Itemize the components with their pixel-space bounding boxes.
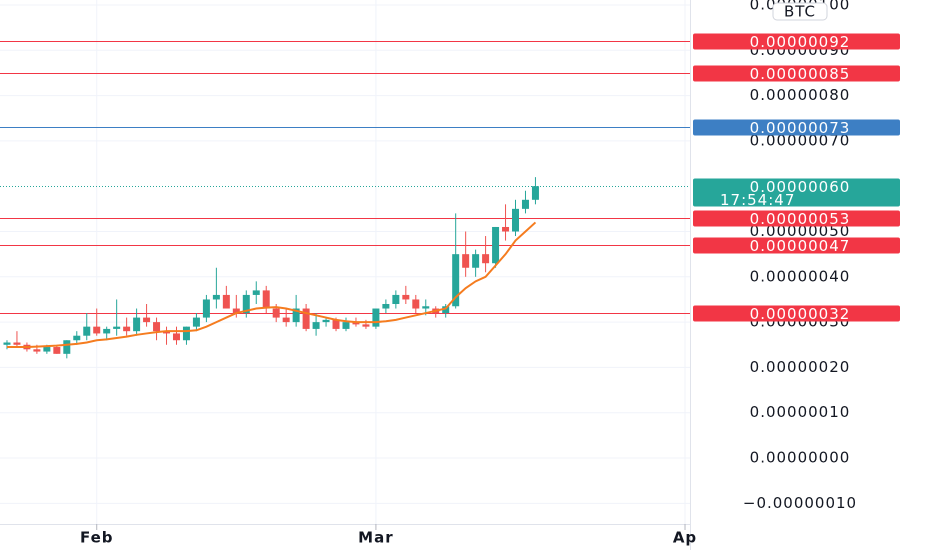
price-label-box	[693, 237, 900, 254]
y-tick-label: 0.00000040	[750, 267, 851, 285]
price-label-box	[693, 210, 900, 227]
candle-body	[192, 317, 200, 327]
candle-body	[113, 326, 121, 329]
candle-body	[352, 322, 360, 325]
candle-body	[472, 254, 480, 268]
candle-body	[382, 303, 390, 309]
y-tick-label: −0.00000010	[743, 494, 857, 512]
x-tick-label: Mar	[358, 529, 393, 547]
y-tick-label: 0.00000010	[750, 403, 851, 421]
candle-body	[53, 347, 61, 354]
price-label: 0.00000092	[750, 33, 851, 51]
candle-body	[412, 299, 420, 309]
candle-body	[202, 299, 210, 318]
x-tick-label: Ap	[673, 529, 697, 547]
price-label: 0.00000073	[750, 119, 851, 137]
price-label-box	[693, 33, 900, 50]
candle-body	[63, 340, 71, 354]
candle-body	[73, 335, 81, 341]
candle-body	[531, 186, 539, 200]
y-tick-label: 0.00000070	[750, 131, 851, 149]
candle-body	[43, 347, 51, 352]
candle-body	[262, 290, 270, 309]
candle-body	[392, 294, 400, 304]
currency-box	[772, 2, 828, 21]
candle-body	[143, 317, 151, 323]
candle-body	[123, 326, 131, 332]
candle-body	[362, 324, 370, 327]
candle-body	[153, 322, 161, 332]
countdown: 17:54:47	[720, 191, 795, 209]
currency-label: BTC	[784, 3, 816, 21]
axis: 0.000001000.000000900.000000800.00000070…	[80, 0, 900, 547]
candle-body	[502, 226, 510, 232]
grid	[0, 0, 690, 524]
price-lines	[0, 41, 690, 314]
candle-body	[232, 308, 240, 314]
candle-body	[222, 294, 230, 309]
price-label-box	[693, 119, 900, 136]
candle-body	[163, 331, 171, 334]
candle-body	[342, 322, 350, 329]
marks	[3, 177, 539, 359]
candle-body	[332, 319, 340, 329]
candle-body	[292, 308, 300, 323]
candle-body	[312, 322, 320, 329]
candle-body	[462, 254, 470, 268]
price-label-box	[693, 65, 900, 82]
last-price-label: 0.00000060	[750, 178, 851, 196]
candle-body	[182, 326, 190, 341]
candle-body	[13, 342, 21, 345]
candle-body	[133, 317, 141, 332]
y-tick-label: 0.00000020	[750, 358, 851, 376]
candle-body	[521, 199, 529, 209]
candle-body	[482, 254, 490, 264]
candle-body	[252, 290, 260, 295]
candle-body	[302, 308, 310, 329]
candle-body	[322, 319, 330, 323]
candle-body	[103, 328, 111, 334]
candle-body	[93, 326, 101, 334]
price-label: 0.00000085	[750, 65, 851, 83]
y-tick-label: 0.00000050	[750, 222, 851, 240]
price-label: 0.00000053	[750, 210, 851, 228]
candle-body	[3, 342, 11, 345]
candle-body	[172, 333, 180, 341]
candle-body	[512, 208, 520, 232]
candle-body	[452, 254, 460, 307]
candle-body	[242, 294, 250, 314]
candle-body	[372, 308, 380, 327]
last-price-box	[693, 178, 900, 207]
candle-body	[33, 349, 41, 352]
candle-body	[83, 326, 91, 336]
x-tick-label: Feb	[80, 529, 114, 547]
moving-average-line	[6, 221, 537, 349]
candle-body	[282, 317, 290, 323]
candle-body	[492, 226, 500, 264]
price-label: 0.00000032	[750, 305, 851, 323]
y-tick-label: 0.00000000	[750, 449, 851, 467]
candle-body	[272, 308, 280, 318]
candle-body	[442, 306, 450, 314]
candle-body	[422, 306, 430, 309]
price-label-box	[693, 305, 900, 322]
y-tick-label: 0.00000080	[750, 86, 851, 104]
candle-body	[212, 294, 220, 300]
price-label: 0.00000047	[750, 237, 851, 255]
candle-body	[402, 294, 410, 300]
